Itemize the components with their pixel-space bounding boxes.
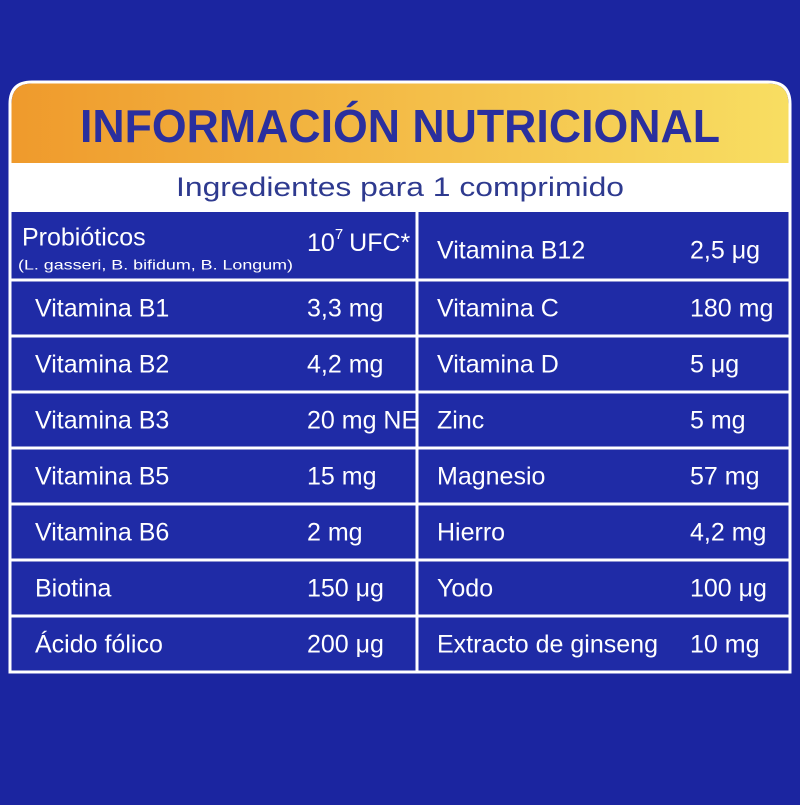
table-frame — [8, 80, 792, 674]
right-name: Extracto de ginseng — [437, 631, 658, 659]
right-name: Yodo — [437, 575, 493, 603]
left-value: 20 mg NE — [307, 407, 418, 435]
left-note: (L. gasseri, B. bifidum, B. Longum) — [18, 257, 293, 273]
title: INFORMACIÓN NUTRICIONAL — [80, 100, 720, 152]
right-value: 5 mg — [690, 407, 746, 435]
right-value: 4,2 mg — [690, 519, 766, 547]
rows: Probióticos (L. gasseri, B. bifidum, B. L… — [11, 224, 789, 659]
right-value: 2,5 μg — [690, 237, 760, 265]
left-value: 3,3 mg — [307, 295, 383, 323]
right-name: Hierro — [437, 519, 505, 547]
left-name: Vitamina B3 — [35, 407, 169, 435]
right-value: 180 mg — [690, 295, 773, 323]
left-name: Vitamina B1 — [35, 295, 169, 323]
left-name: Vitamina B5 — [35, 463, 169, 491]
right-name: Vitamina C — [437, 295, 559, 323]
header-band — [11, 83, 789, 163]
right-value: 5 μg — [690, 351, 739, 379]
left-value-value: 10 — [307, 229, 335, 257]
left-value-unit: UFC* — [349, 229, 410, 257]
right-name: Vitamina D — [437, 351, 559, 379]
left-value: 2 mg — [307, 519, 363, 547]
left-value: 150 μg — [307, 575, 384, 603]
right-value: 10 mg — [690, 631, 759, 659]
subtitle-band — [11, 163, 789, 212]
left-name: Probióticos — [22, 224, 146, 252]
right-name: Zinc — [437, 407, 484, 435]
right-value: 57 mg — [690, 463, 759, 491]
left-value-exponent: 7 — [335, 226, 343, 243]
right-name: Magnesio — [437, 463, 545, 491]
subtitle: Ingredientes para 1 comprimido — [176, 172, 624, 202]
left-value: 15 mg — [307, 463, 376, 491]
left-value: 107 UFC* — [307, 226, 411, 257]
right-name: Vitamina B12 — [437, 237, 585, 265]
left-value: 4,2 mg — [307, 351, 383, 379]
right-value: 100 μg — [690, 575, 767, 603]
left-name: Biotina — [35, 575, 112, 603]
left-name: Vitamina B6 — [35, 519, 169, 547]
left-name: Ácido fólico — [35, 630, 163, 659]
left-value: 200 μg — [307, 631, 384, 659]
left-name: Vitamina B2 — [35, 351, 169, 379]
